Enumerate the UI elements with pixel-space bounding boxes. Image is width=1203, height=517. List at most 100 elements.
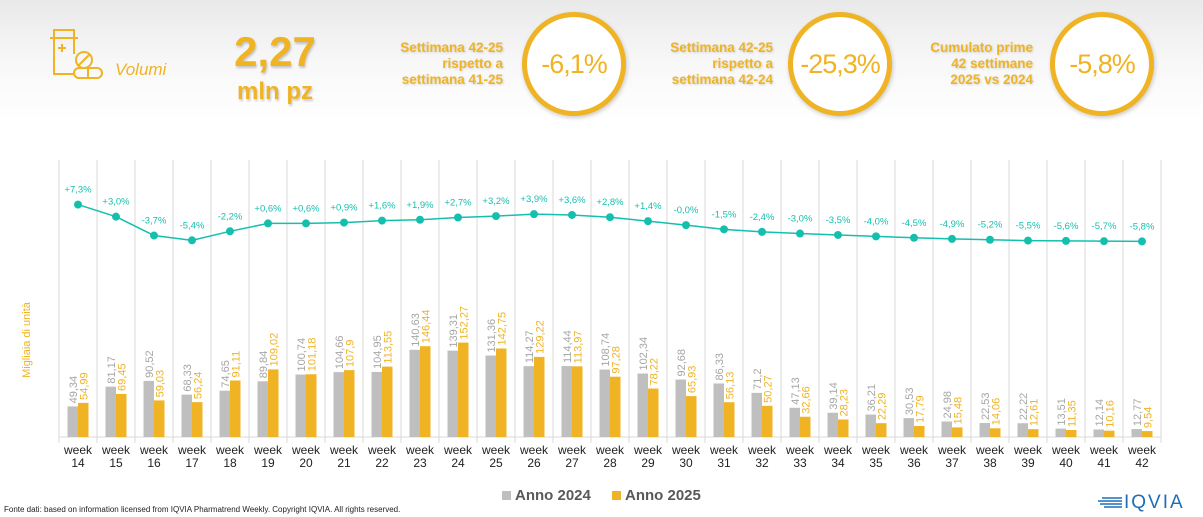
x-tick-label: week (899, 443, 929, 457)
line-point-label: -4,0% (864, 216, 889, 227)
x-tick-label: 18 (223, 456, 237, 470)
x-tick-label: week (557, 443, 587, 457)
line-point (264, 219, 272, 228)
bar-label-2025: 12,61 (1028, 399, 1040, 427)
bar-2025 (382, 366, 393, 437)
bar-2024 (713, 383, 724, 437)
bar-label-2025: 65,93 (686, 366, 698, 394)
x-tick-label: 27 (565, 456, 579, 470)
line-point-label: -4,9% (940, 219, 965, 230)
line-point-label: +0,6% (292, 203, 320, 214)
line-point (226, 227, 234, 236)
x-tick-label: 19 (261, 456, 275, 470)
x-tick-label: 23 (413, 456, 427, 470)
bar-label-2024: 139,31 (448, 314, 460, 348)
bar-label-2025: 142,75 (496, 312, 508, 346)
bar-2025 (1066, 429, 1077, 437)
bar-2025 (952, 427, 963, 437)
x-tick-label: 14 (71, 456, 85, 470)
bar-label-2024: 131,36 (486, 319, 498, 353)
bar-label-2024: 47,13 (790, 377, 802, 405)
legend-item-2025: Anno 2025 (612, 487, 701, 504)
line-point (568, 210, 576, 219)
bar-label-2024: 68,33 (182, 364, 194, 392)
line-point-label: +2,8% (596, 197, 624, 208)
bar-label-2024: 12,14 (1094, 399, 1106, 427)
x-tick-label: 25 (489, 456, 503, 470)
bar-label-2025: 107,9 (344, 340, 356, 368)
stat-week-vs-lastyear-label: Settimana 42-25 rispetto a settimana 42-… (640, 40, 773, 88)
bar-2024 (1017, 423, 1028, 437)
line-point (302, 219, 310, 228)
bar-label-2024: 81,17 (106, 356, 118, 384)
bar-label-2024: 74,65 (220, 360, 232, 388)
bar-label-2025: 9,54 (1142, 407, 1154, 428)
x-tick-label: week (215, 443, 245, 457)
bar-2025 (914, 425, 925, 437)
bar-label-2025: 78,22 (648, 358, 660, 386)
bar-label-2024: 108,74 (600, 333, 612, 367)
stat-label-line: settimana 41-25 (401, 72, 503, 87)
bar-label-2024: 36,21 (866, 384, 878, 412)
bar-2024 (561, 366, 572, 437)
bar-label-2025: 54,99 (78, 372, 90, 400)
x-tick-label: week (177, 443, 207, 457)
line-point (492, 212, 500, 221)
bar-label-2025: 22,29 (876, 393, 888, 421)
x-tick-label: week (101, 443, 131, 457)
x-tick-label: week (823, 443, 853, 457)
x-tick-label: 31 (717, 456, 731, 470)
bar-label-2024: 13,51 (1056, 398, 1068, 426)
bar-2025 (192, 402, 203, 437)
line-point-label: +1,6% (368, 201, 396, 212)
line-point-label: -2,2% (218, 211, 243, 222)
x-tick-label: week (937, 443, 967, 457)
bar-2025 (534, 356, 545, 437)
line-point (74, 200, 82, 209)
bar-label-2024: 49,34 (68, 376, 80, 404)
x-tick-label: week (63, 443, 93, 457)
bar-2024 (523, 366, 534, 437)
x-tick-label: week (519, 443, 549, 457)
bar-label-2025: 146,44 (420, 310, 432, 344)
bar-2024 (67, 406, 78, 437)
line-point-label: -3,7% (142, 216, 167, 227)
bar-label-2025: 129,22 (534, 320, 546, 354)
line-point-label: -5,6% (1054, 221, 1079, 232)
x-tick-label: week (367, 443, 397, 457)
bar-2024 (789, 407, 800, 437)
bar-label-2025: 69,45 (116, 363, 128, 391)
stat-label-line: Settimana 42-25 (400, 40, 503, 55)
x-tick-label: 30 (679, 456, 693, 470)
line-point (378, 216, 386, 225)
bar-label-2025: 10,16 (1104, 400, 1116, 428)
stat-label-line: Settimana 42-25 (670, 40, 773, 55)
line-point-label: -5,4% (180, 220, 205, 231)
bar-label-2024: 71,2 (752, 368, 764, 389)
bar-2025 (762, 405, 773, 437)
bar-label-2025: 32,66 (800, 386, 812, 414)
x-tick-label: 39 (1021, 456, 1035, 470)
category-label: Volumi (115, 60, 167, 79)
bar-2025 (344, 370, 355, 437)
bar-label-2025: 17,79 (914, 395, 926, 423)
line-point (454, 213, 462, 222)
kpi-unit: mln pz (237, 78, 313, 105)
bar-2025 (838, 419, 849, 437)
line-point-label: +3,0% (102, 197, 130, 208)
line-point-label: +0,9% (330, 203, 358, 214)
line-point (796, 229, 804, 238)
bar-label-2024: 104,95 (372, 335, 384, 369)
iqvia-logo: IQVIA (1098, 492, 1185, 514)
line-point (416, 215, 424, 224)
x-tick-label: 29 (641, 456, 655, 470)
line-point-label: -0,0% (674, 205, 699, 216)
source-note: Fonte dati: based on information license… (4, 505, 401, 514)
bar-label-2024: 89,84 (258, 351, 270, 379)
stat-label-line: settimana 42-24 (671, 72, 773, 87)
line-point (606, 213, 614, 222)
line-point-label: +0,6% (254, 203, 282, 214)
bar-2025 (306, 374, 317, 437)
line-point-label: -1,5% (712, 209, 737, 220)
line-point-label: +1,4% (634, 201, 662, 212)
